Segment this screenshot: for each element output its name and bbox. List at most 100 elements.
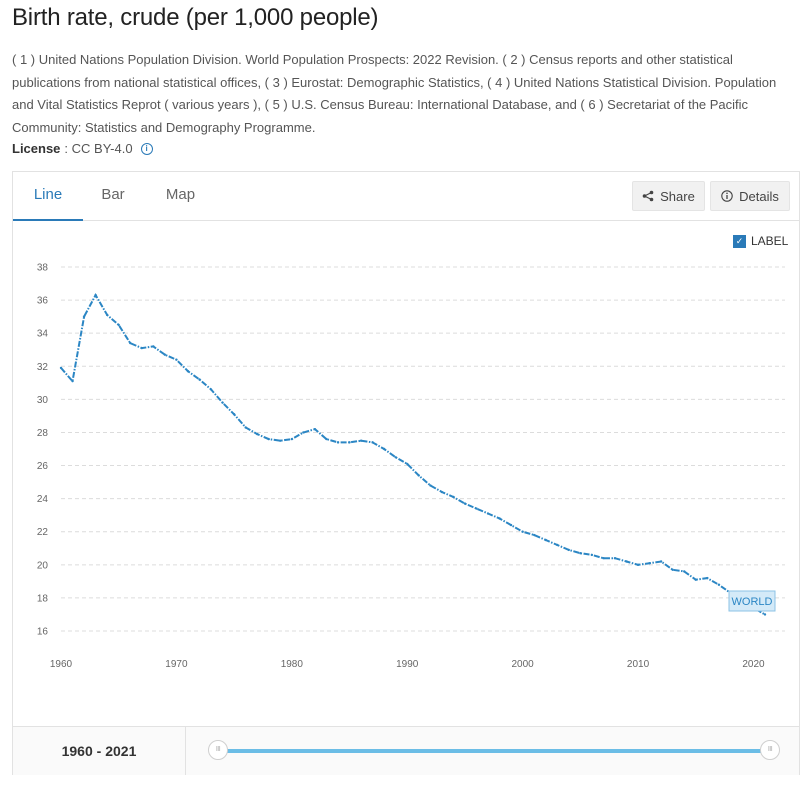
data-point (463, 502, 467, 505)
data-point (232, 413, 236, 416)
data-point (417, 474, 420, 477)
data-point (532, 533, 536, 537)
series-line (60, 293, 766, 616)
chart-card: Line Bar Map Share Details ✓ LABEL 16 (12, 171, 800, 775)
x-tick-label: 2020 (742, 659, 765, 670)
data-point (267, 437, 270, 441)
x-tick-label: 1960 (50, 659, 73, 670)
y-tick-label: 28 (37, 428, 49, 439)
data-point (544, 538, 547, 542)
data-point (486, 512, 490, 515)
range-slider-end-handle[interactable]: III (760, 740, 780, 760)
data-point (152, 345, 155, 348)
data-point (175, 358, 178, 361)
data-point (706, 576, 709, 580)
x-tick-label: 1970 (165, 659, 188, 670)
share-label: Share (660, 188, 695, 204)
y-tick-label: 30 (37, 395, 49, 406)
data-point (521, 530, 524, 533)
data-point (394, 456, 397, 459)
range-start: 1960 (61, 743, 93, 759)
data-point (140, 346, 143, 350)
share-icon (642, 190, 654, 202)
data-point (129, 341, 132, 345)
range-slider-start-handle[interactable]: III (208, 740, 228, 760)
x-tick-label: 1980 (281, 659, 304, 670)
data-point (694, 578, 697, 581)
data-point (186, 370, 190, 373)
y-tick-label: 34 (37, 329, 49, 340)
data-point (348, 441, 351, 444)
y-tick-label: 24 (37, 494, 49, 505)
y-tick-label: 20 (37, 560, 49, 571)
data-point (163, 353, 167, 356)
tab-bar[interactable]: Bar (101, 186, 125, 203)
data-point (336, 441, 340, 444)
source-description: ( 1 ) United Nations Population Division… (12, 52, 777, 135)
y-tick-label: 16 (37, 627, 49, 638)
y-tick-label: 26 (37, 461, 49, 472)
data-point (590, 553, 594, 557)
label-toggle[interactable]: ✓ LABEL (733, 234, 788, 248)
series-label: WORLD (732, 596, 773, 608)
data-point (567, 548, 571, 552)
data-point (763, 613, 767, 616)
data-point (302, 431, 305, 434)
x-tick-label: 1990 (396, 659, 419, 670)
chart-tabbar: Line Bar Map Share Details (13, 172, 799, 221)
data-point (636, 563, 640, 567)
data-point (255, 432, 259, 436)
license-value: : CC BY-4.0 (64, 141, 133, 156)
range-separator: - (92, 743, 106, 759)
license-label: License (12, 141, 61, 156)
y-tick-label: 36 (37, 296, 49, 307)
data-point (683, 570, 686, 573)
line-chart: 16 18 20 22 24 26 28 30 32 34 36 38 1960 1970 1980 1990… (37, 263, 785, 670)
x-tick-label: 2010 (627, 659, 650, 670)
data-point (71, 379, 74, 383)
details-label: Details (739, 188, 779, 204)
data-point (717, 583, 721, 586)
page-title: Birth rate, crude (per 1,000 people) (12, 4, 379, 31)
data-point (579, 552, 582, 555)
data-point (198, 378, 201, 381)
label-checkbox[interactable]: ✓ (733, 234, 746, 248)
y-tick-label: 18 (37, 593, 49, 604)
data-point (625, 560, 628, 563)
data-point (648, 561, 651, 565)
data-point (221, 401, 224, 404)
share-button[interactable]: Share (632, 181, 705, 211)
data-point (602, 557, 605, 560)
data-point (659, 560, 663, 563)
data-point (94, 293, 97, 297)
info-icon[interactable]: i (140, 142, 153, 155)
details-button[interactable]: Details (710, 181, 790, 211)
data-point (59, 366, 63, 370)
data-point (440, 490, 444, 494)
data-point (82, 315, 86, 318)
data-point (429, 484, 432, 487)
data-point (105, 313, 109, 317)
range-footer: 1960 - 2021 III III (13, 726, 799, 775)
data-point (452, 495, 455, 499)
data-point (359, 439, 363, 442)
x-tick-label: 2000 (512, 659, 535, 670)
data-point (244, 426, 247, 429)
range-end: 2021 (105, 743, 137, 759)
y-tick-label: 32 (37, 362, 49, 373)
y-tick-label: 22 (37, 527, 49, 538)
data-point (279, 439, 282, 442)
tab-line[interactable]: Line (13, 172, 83, 221)
data-point (556, 543, 559, 547)
tab-map[interactable]: Map (165, 186, 196, 203)
license-line: License : CC BY-4.0 i (12, 141, 153, 156)
data-point (209, 388, 213, 391)
data-point (117, 323, 120, 327)
data-point (313, 427, 317, 431)
data-point (671, 568, 674, 571)
range-slider-track[interactable] (218, 749, 770, 753)
info-icon (721, 190, 733, 202)
data-point (290, 437, 294, 441)
data-point (613, 557, 617, 560)
year-range-label: 1960 - 2021 (13, 727, 186, 775)
